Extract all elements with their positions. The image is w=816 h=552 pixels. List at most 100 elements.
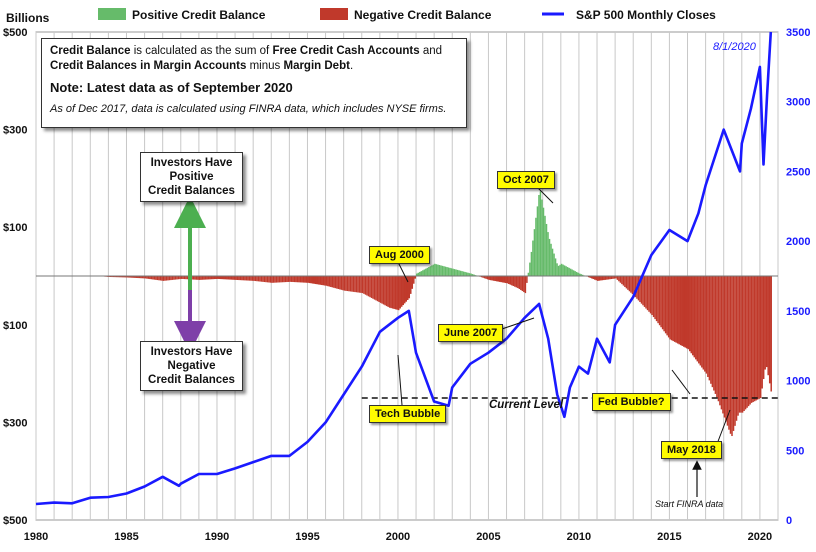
credit-balance-bar xyxy=(227,276,230,280)
credit-balance-bar xyxy=(315,276,317,285)
credit-balance-bar xyxy=(471,274,474,276)
credit-balance-bar xyxy=(269,276,272,283)
credit-balance-bar xyxy=(201,276,204,280)
credit-balance-bar xyxy=(390,276,392,309)
credit-balance-bar xyxy=(465,272,468,276)
credit-balance-bar xyxy=(126,276,128,278)
credit-balance-bar xyxy=(366,276,368,296)
credit-balance-bar xyxy=(443,266,445,276)
credit-balance-bar xyxy=(343,276,346,291)
credit-balance-bar xyxy=(158,276,160,281)
credit-balance-bar xyxy=(728,276,730,430)
credit-balance-bar xyxy=(229,276,231,280)
credit-balance-bar xyxy=(511,276,513,286)
credit-balance-bar xyxy=(313,276,316,284)
credit-balance-bar xyxy=(569,268,572,276)
credit-balance-bar xyxy=(236,276,239,280)
credit-balance-bar xyxy=(551,248,554,276)
credit-balance-bar xyxy=(753,276,756,402)
credit-balance-bar xyxy=(761,276,763,389)
credit-balance-bar xyxy=(271,276,273,283)
credit-balance-bar xyxy=(247,276,249,281)
credit-balance-bar xyxy=(539,191,542,276)
credit-balance-bar xyxy=(397,276,400,311)
credit-balance-bar xyxy=(612,276,614,279)
credit-balance-bar xyxy=(574,271,576,276)
credit-balance-bar xyxy=(373,276,376,300)
oct-2007-pointer xyxy=(537,187,554,204)
credit-balance-bar xyxy=(643,276,646,307)
legend-swatch xyxy=(320,8,348,20)
credit-balance-bar xyxy=(432,264,435,276)
credit-balance-bar xyxy=(470,273,472,276)
credit-balance-bar xyxy=(399,276,401,309)
credit-balance-bar xyxy=(631,276,634,295)
credit-balance-bar xyxy=(702,276,705,370)
credit-balance-bar xyxy=(156,276,159,281)
credit-balance-bar xyxy=(508,276,510,284)
credit-balance-bar xyxy=(554,258,557,276)
credit-balance-bar xyxy=(610,276,613,280)
credit-balance-bar xyxy=(746,276,748,408)
credit-balance-bar xyxy=(333,276,335,288)
credit-balance-bar xyxy=(226,276,228,280)
credit-balance-bar xyxy=(619,276,622,283)
credit-balance-bar xyxy=(254,276,257,282)
credit-balance-bar xyxy=(318,276,320,285)
credit-balance-bar xyxy=(441,265,444,276)
credit-balance-bar xyxy=(372,276,374,299)
left-tick-label: $100 xyxy=(3,222,27,234)
credit-balance-bar xyxy=(462,271,465,276)
credit-balance-bar xyxy=(658,276,661,326)
credit-balance-bar xyxy=(203,276,205,280)
credit-balance-bar xyxy=(250,276,252,281)
credit-balance-bar xyxy=(572,270,575,276)
credit-balance-bar xyxy=(747,276,750,407)
credit-balance-bar xyxy=(123,276,125,278)
credit-balance-bar xyxy=(699,276,702,366)
investors-negative-callout: Investors Have Negative Credit Balances xyxy=(140,341,243,391)
credit-balance-bar xyxy=(622,276,625,286)
credit-balance-bar xyxy=(675,276,677,343)
credit-balance-bar xyxy=(278,276,281,283)
credit-balance-bar xyxy=(541,199,543,276)
credit-balance-bar xyxy=(530,251,533,276)
credit-balance-bar xyxy=(403,276,406,304)
left-tick-label: $500 xyxy=(3,515,27,527)
credit-balance-bar xyxy=(280,276,282,283)
credit-balance-bar xyxy=(604,276,607,280)
credit-balance-bar xyxy=(767,276,769,376)
credit-balance-bar xyxy=(467,272,469,276)
credit-balance-bar xyxy=(423,269,426,276)
credit-balance-bar xyxy=(456,269,459,276)
credit-balance-bar xyxy=(524,276,527,294)
credit-balance-bar xyxy=(422,270,424,276)
credit-balance-bar xyxy=(514,276,516,287)
credit-balance-bar xyxy=(325,276,328,286)
credit-balance-bar xyxy=(649,276,652,314)
credit-balance-bar xyxy=(624,276,626,287)
credit-balance-bar xyxy=(725,276,727,422)
credit-balance-bar xyxy=(672,276,674,342)
left-tick-label: $300 xyxy=(3,125,27,137)
left-tick-label: $500 xyxy=(3,27,27,39)
credit-balance-bar xyxy=(194,276,196,280)
credit-balance-bar xyxy=(262,276,264,282)
credit-balance-bar xyxy=(420,271,423,276)
credit-balance-bar xyxy=(358,276,361,293)
credit-balance-bar xyxy=(578,273,581,276)
credit-balance-bar xyxy=(468,273,471,276)
credit-balance-bar xyxy=(535,217,537,276)
right-tick-label: 1500 xyxy=(786,306,810,318)
credit-balance-bar xyxy=(640,276,643,304)
credit-balance-bar xyxy=(684,276,687,348)
right-tick-label: 2500 xyxy=(786,166,810,178)
credit-balance-bar xyxy=(444,266,447,276)
credit-balance-bar xyxy=(503,276,506,283)
credit-balance-bar xyxy=(235,276,237,280)
credit-balance-bar xyxy=(131,276,133,278)
current-level-label: Current Level xyxy=(489,399,564,411)
credit-balance-bar xyxy=(741,276,744,413)
credit-balance-bar xyxy=(655,276,658,322)
credit-balance-bar xyxy=(384,276,386,306)
